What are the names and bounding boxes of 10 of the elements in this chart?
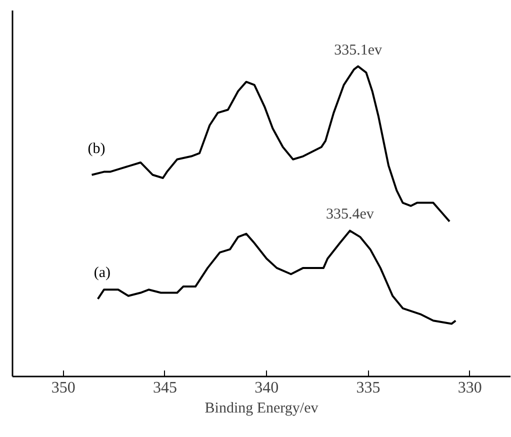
- series-label: (b): [88, 140, 106, 157]
- x-tick-label: 330: [458, 380, 482, 396]
- x-tick-label: 350: [51, 380, 76, 396]
- annotation: 335.1ev: [334, 42, 383, 58]
- annotation: 335.4ev: [326, 206, 374, 223]
- x-tick-label: 335: [356, 380, 380, 396]
- x-tick-label: 345: [152, 380, 177, 396]
- x-axis-title: Binding Energy/ev: [204, 400, 319, 416]
- series-label: (a): [94, 264, 111, 281]
- x-tick-label: 340: [254, 380, 279, 396]
